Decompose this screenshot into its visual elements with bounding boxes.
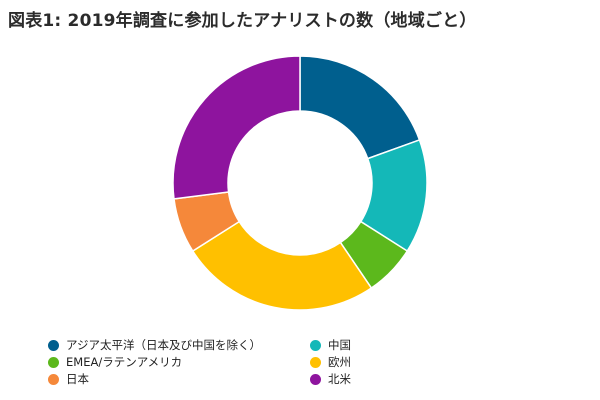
legend-item-japan: 日本 — [48, 371, 310, 387]
legend-item-china: 中国 — [310, 337, 428, 353]
legend-item-emea-latam: EMEA/ラテンアメリカ — [48, 354, 310, 370]
slice-asia-pacific — [299, 55, 421, 160]
legend-label: EMEA/ラテンアメリカ — [66, 355, 183, 369]
legend-item-europe: 欧州 — [310, 354, 428, 370]
legend-swatch — [310, 339, 321, 351]
legend-swatch — [310, 373, 321, 385]
legend-label: 日本 — [66, 372, 89, 386]
legend-item-north-america: 北米 — [310, 371, 428, 387]
legend-label: 中国 — [328, 338, 351, 352]
slice-north-america — [172, 55, 301, 200]
legend-swatch — [310, 356, 321, 368]
legend-item-asia-pacific: アジア太平洋（日本及び中国を除く） — [48, 337, 310, 353]
legend-label: 欧州 — [328, 355, 351, 369]
chart-legend: アジア太平洋（日本及び中国を除く） 中国 EMEA/ラテンアメリカ 欧州 日本 … — [48, 337, 428, 387]
legend-label: 北米 — [328, 372, 351, 386]
legend-swatch — [48, 373, 59, 385]
donut-slices — [172, 55, 428, 311]
legend-swatch — [48, 356, 59, 368]
slice-europe — [191, 220, 373, 311]
legend-swatch — [48, 339, 59, 351]
legend-label: アジア太平洋（日本及び中国を除く） — [66, 338, 262, 352]
chart-title: 図表1: 2019年調査に参加したアナリストの数（地域ごと） — [8, 11, 477, 31]
